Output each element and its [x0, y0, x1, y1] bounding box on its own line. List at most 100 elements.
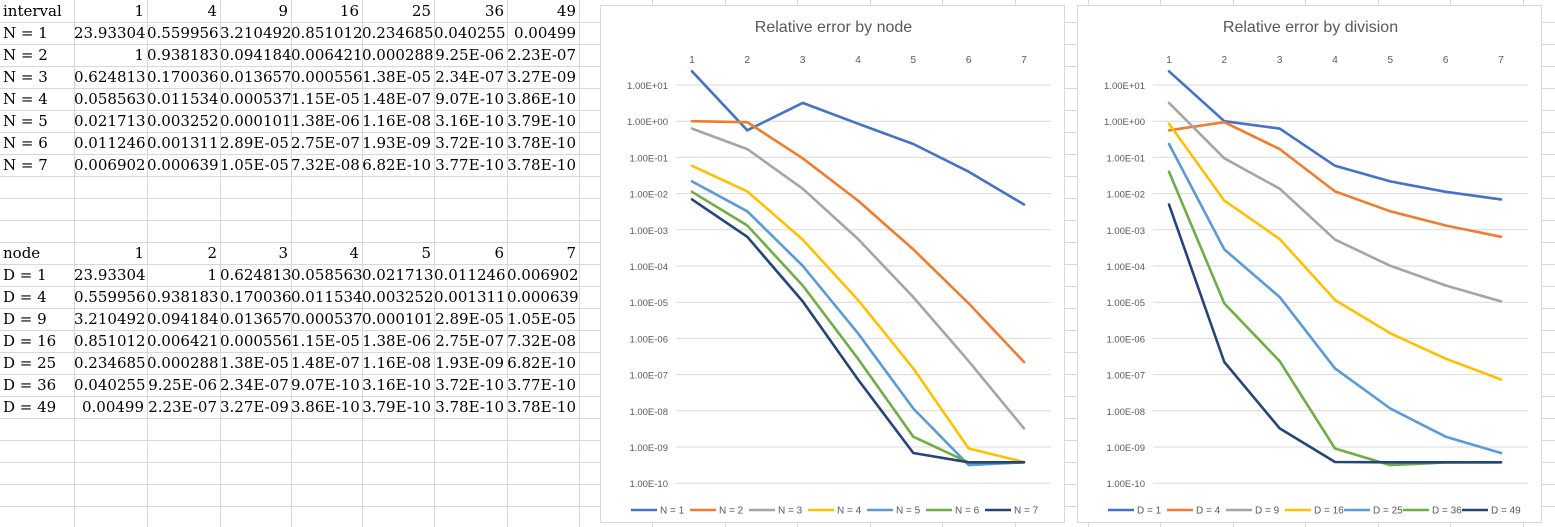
data-cell[interactable]: 23.93304 — [74, 266, 146, 284]
row-label-cell[interactable]: N = 3 — [3, 68, 48, 86]
data-cell[interactable]: 3.78E-10 — [507, 134, 576, 152]
data-cell[interactable]: 1.93E-09 — [362, 134, 431, 152]
data-cell[interactable]: 0.938183 — [147, 288, 219, 306]
data-cell[interactable]: 0.170036 — [220, 288, 291, 306]
data-cell[interactable]: 9.25E-06 — [435, 46, 504, 64]
header-cell[interactable]: 1 — [134, 2, 144, 20]
data-cell[interactable]: 3.27E-09 — [507, 68, 576, 86]
data-cell[interactable]: 2.23E-07 — [148, 398, 217, 416]
data-cell[interactable]: 0.006421 — [291, 46, 362, 64]
data-cell[interactable]: 3.72E-10 — [435, 376, 504, 394]
data-cell[interactable]: 0.000101 — [362, 310, 434, 328]
data-cell[interactable]: 0.006902 — [507, 266, 579, 284]
data-cell[interactable]: 0.938183 — [147, 46, 219, 64]
data-cell[interactable]: 7.32E-08 — [291, 156, 360, 174]
header-cell[interactable]: 16 — [339, 2, 359, 20]
data-cell[interactable]: 2.34E-07 — [220, 376, 289, 394]
data-cell[interactable]: 1.48E-07 — [291, 354, 360, 372]
data-cell[interactable]: 0.000556 — [291, 68, 362, 86]
data-cell[interactable]: 0.000639 — [507, 288, 579, 306]
data-cell[interactable]: 3.78E-10 — [435, 398, 504, 416]
data-cell[interactable]: 3.79E-10 — [362, 398, 431, 416]
data-cell[interactable]: 1.38E-06 — [291, 112, 360, 130]
header-cell[interactable]: 1 — [134, 244, 144, 262]
data-cell[interactable]: 0.011534 — [291, 288, 362, 306]
data-cell[interactable]: 0.011246 — [74, 134, 146, 152]
data-cell[interactable]: 0.000556 — [220, 332, 291, 350]
data-cell[interactable]: 0.094184 — [147, 310, 219, 328]
row-label-cell[interactable]: N = 2 — [3, 46, 48, 64]
data-cell[interactable]: 6.82E-10 — [362, 156, 431, 174]
data-cell[interactable]: 3.77E-10 — [507, 376, 576, 394]
row-label-cell[interactable]: D = 36 — [3, 376, 57, 394]
data-cell[interactable]: 3.86E-10 — [507, 90, 576, 108]
data-cell[interactable]: 0.094184 — [220, 46, 291, 64]
row-label-cell[interactable]: D = 16 — [3, 332, 57, 350]
data-cell[interactable]: 6.82E-10 — [507, 354, 576, 372]
data-cell[interactable]: 0.006421 — [147, 332, 219, 350]
row-label-cell[interactable]: D = 9 — [3, 310, 47, 328]
row-label-cell[interactable]: N = 4 — [3, 90, 48, 108]
data-cell[interactable]: 0.234685 — [74, 354, 146, 372]
data-cell[interactable]: 7.32E-08 — [507, 332, 576, 350]
data-cell[interactable]: 0.001311 — [434, 288, 506, 306]
data-cell[interactable]: 1.38E-05 — [220, 354, 289, 372]
row-label-cell[interactable]: D = 49 — [3, 398, 57, 416]
data-cell[interactable]: 3.86E-10 — [291, 398, 360, 416]
data-cell[interactable]: 0.170036 — [147, 68, 219, 86]
data-cell[interactable]: 0.021713 — [362, 266, 434, 284]
row-label-cell[interactable]: N = 7 — [3, 156, 48, 174]
header-cell[interactable]: 4 — [349, 244, 359, 262]
data-cell[interactable]: 0.000639 — [147, 156, 219, 174]
data-cell[interactable]: 0.00499 — [81, 398, 144, 416]
data-cell[interactable]: 1 — [134, 46, 144, 64]
data-cell[interactable]: 0.624813 — [220, 266, 291, 284]
data-cell[interactable]: 0.559956 — [147, 24, 219, 42]
row-label-cell[interactable]: N = 1 — [3, 24, 48, 42]
data-cell[interactable]: 2.23E-07 — [507, 46, 576, 64]
table-corner-cell[interactable]: interval — [3, 2, 62, 20]
data-cell[interactable]: 1.48E-07 — [362, 90, 431, 108]
data-cell[interactable]: 3.16E-10 — [362, 376, 431, 394]
header-cell[interactable]: 4 — [207, 2, 217, 20]
data-cell[interactable]: 9.25E-06 — [148, 376, 217, 394]
data-cell[interactable]: 1.05E-05 — [220, 156, 289, 174]
data-cell[interactable]: 0.000101 — [220, 112, 291, 130]
data-cell[interactable]: 3.78E-10 — [507, 156, 576, 174]
data-cell[interactable]: 0.000288 — [147, 354, 219, 372]
data-cell[interactable]: 0.011534 — [147, 90, 219, 108]
data-cell[interactable]: 0.003252 — [147, 112, 219, 130]
data-cell[interactable]: 0.000537 — [291, 310, 362, 328]
data-cell[interactable]: 0.234685 — [362, 24, 434, 42]
data-cell[interactable]: 0.559956 — [74, 288, 146, 306]
header-cell[interactable]: 5 — [421, 244, 431, 262]
data-cell[interactable]: 0.040255 — [74, 376, 146, 394]
data-cell[interactable]: 0.006902 — [74, 156, 146, 174]
data-cell[interactable]: 0.013657 — [220, 68, 291, 86]
data-cell[interactable]: 3.79E-10 — [507, 112, 576, 130]
row-label-cell[interactable]: N = 5 — [3, 112, 48, 130]
data-cell[interactable]: 3.78E-10 — [507, 398, 576, 416]
data-cell[interactable]: 2.89E-05 — [220, 134, 289, 152]
data-cell[interactable]: 2.75E-07 — [291, 134, 360, 152]
data-cell[interactable]: 3.16E-10 — [435, 112, 504, 130]
data-cell[interactable]: 1.05E-05 — [507, 310, 576, 328]
data-cell[interactable]: 23.93304 — [74, 24, 146, 42]
data-cell[interactable]: 0.013657 — [220, 310, 291, 328]
data-cell[interactable]: 0.040255 — [434, 24, 506, 42]
data-cell[interactable]: 2.75E-07 — [435, 332, 504, 350]
chart-relative-error-by-division[interactable]: Relative error by division 1.00E+01 1.00E+… — [1077, 5, 1542, 523]
header-cell[interactable]: 9 — [278, 2, 288, 20]
data-cell[interactable]: 0.000288 — [362, 46, 434, 64]
data-cell[interactable]: 1.16E-08 — [362, 112, 431, 130]
data-cell[interactable]: 3.77E-10 — [435, 156, 504, 174]
header-cell[interactable]: 49 — [556, 2, 576, 20]
data-cell[interactable]: 3.210492 — [74, 310, 146, 328]
chart-relative-error-by-node[interactable]: Relative error by node 1.00E+01 1.00E+00 1.… — [600, 5, 1065, 523]
data-cell[interactable]: 1.15E-05 — [291, 332, 360, 350]
data-cell[interactable]: 0.058563 — [291, 266, 362, 284]
data-cell[interactable]: 0.001311 — [147, 134, 219, 152]
data-cell[interactable]: 2.89E-05 — [435, 310, 504, 328]
data-cell[interactable]: 1.38E-05 — [362, 68, 431, 86]
header-cell[interactable]: 36 — [484, 2, 504, 20]
